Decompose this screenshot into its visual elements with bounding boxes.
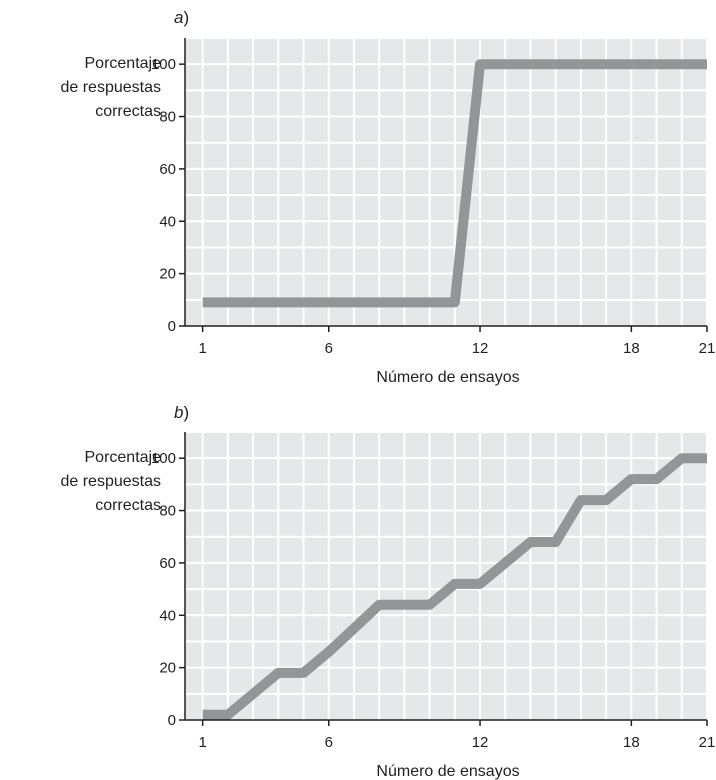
panel-a: a) 1 6 12 18 21 0 20 40 60 80 100 Porcentaje de r… [60,8,715,386]
panel-b-ylabel-line-2: de respuestas [60,473,161,490]
panel-a-x-tick-label: 12 [472,340,489,357]
panel-b-x-tick-label: 12 [472,734,489,751]
panel-b-ylabel-line-1: Porcentaje [85,449,162,466]
panel-b-x-ticks: 1 6 12 18 21 [198,720,715,751]
panel-a-series-line [202,59,707,308]
panel-a-y-tick-label: 40 [159,213,176,230]
panel-a-x-tick-label: 18 [623,340,640,357]
panel-b-y-ticks: 0 20 40 60 80 100 [151,450,185,729]
panel-b-xlabel: Número de ensayos [376,763,519,780]
panel-b-y-tick-label: 0 [168,712,176,729]
panel-b-x-tick-label: 21 [699,734,716,751]
panel-a-ylabel-line-2: de respuestas [60,79,161,96]
panel-a-label: a) [174,8,189,27]
panel-b: b) 1 6 12 18 21 0 20 40 60 80 100 Porcentaje de r… [60,403,715,780]
panel-b-y-tick-label: 40 [159,607,176,624]
panel-a-x-tick-label: 1 [198,340,206,357]
panel-a-ylabel-line-3: correctas [95,103,161,120]
panel-b-x-tick-label: 1 [198,734,206,751]
panel-a-y-tick-label: 0 [168,318,176,335]
panel-a-y-tick-label: 20 [159,266,176,283]
panel-b-y-tick-label: 80 [159,503,176,520]
panel-a-y-tick-label: 80 [159,109,176,126]
panel-b-ylabel-line-3: correctas [95,497,161,514]
panel-a-ylabel-line-1: Porcentaje [85,55,162,72]
panel-b-y-tick-label: 20 [159,660,176,677]
panel-a-y-ticks: 0 20 40 60 80 100 [151,56,185,335]
panel-b-grid [185,431,708,720]
panel-a-x-tick-label: 6 [325,340,333,357]
panel-a-xlabel: Número de ensayos [376,369,519,386]
panel-b-y-tick-label: 100 [151,450,176,467]
panel-b-series-line [202,453,707,720]
panel-a-plot-area [185,38,707,326]
panel-b-y-tick-label: 60 [159,555,176,572]
panel-a-x-ticks: 1 6 12 18 21 [198,326,715,357]
panel-a-y-tick-label: 100 [151,56,176,73]
panel-b-x-tick-label: 6 [325,734,333,751]
panel-a-x-tick-label: 21 [699,340,716,357]
panel-b-x-tick-label: 18 [623,734,640,751]
panel-a-y-tick-label: 60 [159,161,176,178]
panel-b-label: b) [174,403,189,422]
